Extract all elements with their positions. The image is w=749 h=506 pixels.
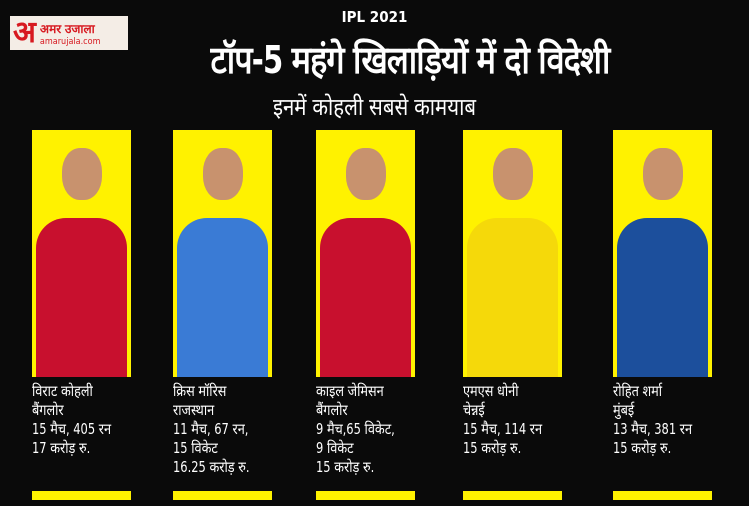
amarujala-logo: अ अमर उजाला amarujala.com [10, 16, 128, 50]
player-stats: 15 मैच, 405 रन [32, 420, 112, 438]
player-price: 16.25 करोड़ रु. [173, 458, 250, 476]
player-team: बैंगलोर [32, 401, 64, 419]
player-team: चेन्नई [463, 401, 485, 419]
player-team: राजस्थान [173, 401, 215, 419]
player-stats-2: 9 विकेट [316, 439, 354, 457]
jersey [36, 218, 127, 377]
subheadline: इनमें कोहली सबसे कामयाब [272, 93, 477, 121]
player-price: 15 करोड़ रु. [463, 439, 522, 457]
player-stats-2: 15 विकेट [173, 439, 218, 457]
logo-name: अमर उजाला [39, 21, 95, 36]
yellow-bar [463, 491, 562, 500]
yellow-bar [32, 491, 131, 500]
player-name: विराट कोहली [32, 382, 93, 400]
player-card: एमएस धोनी चेन्नई 15 मैच, 114 रन 15 करोड़ … [463, 130, 562, 458]
player-price: 15 करोड़ रु. [613, 439, 672, 457]
yellow-bar [173, 491, 272, 500]
player-stats: 13 मैच, 381 रन [613, 420, 693, 438]
kicker: IPL 2021 [341, 8, 408, 26]
player-stats: 9 मैच,65 विकेट, [316, 420, 395, 438]
player-price: 15 करोड़ रु. [316, 458, 375, 476]
player-name: एमएस धोनी [463, 382, 519, 400]
player-name: क्रिस मॉरिस [173, 382, 227, 400]
jersey [617, 218, 708, 377]
player-photo [613, 130, 712, 377]
player-head [643, 148, 683, 200]
player-card: रोहित शर्मा मुंबई 13 मैच, 381 रन 15 करोड़… [613, 130, 712, 458]
player-head [493, 148, 533, 200]
player-head [203, 148, 243, 200]
player-card: काइल जेमिसन बैंगलोर 9 मैच,65 विकेट, 9 विक… [316, 130, 415, 477]
player-team: बैंगलोर [316, 401, 348, 419]
player-team: मुंबई [613, 401, 635, 419]
headline: टॉप-5 महंगे खिलाड़ियों में दो विदेशी [210, 38, 610, 82]
player-head [62, 148, 102, 200]
player-photo [32, 130, 131, 377]
player-photo [316, 130, 415, 377]
player-card: क्रिस मॉरिस राजस्थान 11 मैच, 67 रन, 15 वि… [173, 130, 272, 477]
player-stats: 11 मैच, 67 रन, [173, 420, 249, 438]
logo-mark: अ [13, 15, 36, 50]
yellow-bar [613, 491, 712, 500]
player-head [346, 148, 386, 200]
player-card: विराट कोहली बैंगलोर 15 मैच, 405 रन 17 करो… [32, 130, 131, 458]
logo-site: amarujala.com [39, 36, 101, 47]
jersey [320, 218, 411, 377]
player-price: 17 करोड़ रु. [32, 439, 91, 457]
player-photo [463, 130, 562, 377]
player-photo [173, 130, 272, 377]
player-name: रोहित शर्मा [613, 382, 663, 400]
player-stats: 15 मैच, 114 रन [463, 420, 543, 438]
jersey [467, 218, 558, 377]
jersey [177, 218, 268, 377]
player-name: काइल जेमिसन [316, 382, 384, 400]
yellow-bar [316, 491, 415, 500]
